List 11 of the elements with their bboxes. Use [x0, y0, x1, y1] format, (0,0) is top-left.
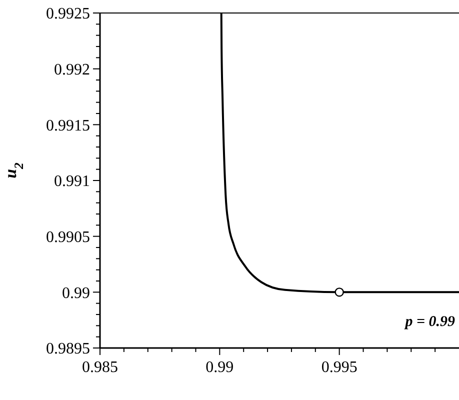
y-tick-label: 0.9925 — [46, 6, 90, 23]
y-tick-label: 0.9895 — [46, 340, 90, 358]
x-tick-label: 0.99 — [206, 359, 234, 376]
y-tick-label: 0.9915 — [46, 117, 90, 134]
y-tick-label: 0.991 — [54, 173, 90, 190]
y-tick-label: 0.9905 — [46, 228, 90, 246]
y-tick-label: 0.992 — [54, 61, 90, 78]
x-tick-label: 0.995 — [321, 359, 358, 376]
y-tick-label: 0.99 — [62, 284, 90, 302]
annotation: p = 0.99 — [403, 314, 456, 330]
x-tick-label: 0.985 — [82, 359, 118, 376]
